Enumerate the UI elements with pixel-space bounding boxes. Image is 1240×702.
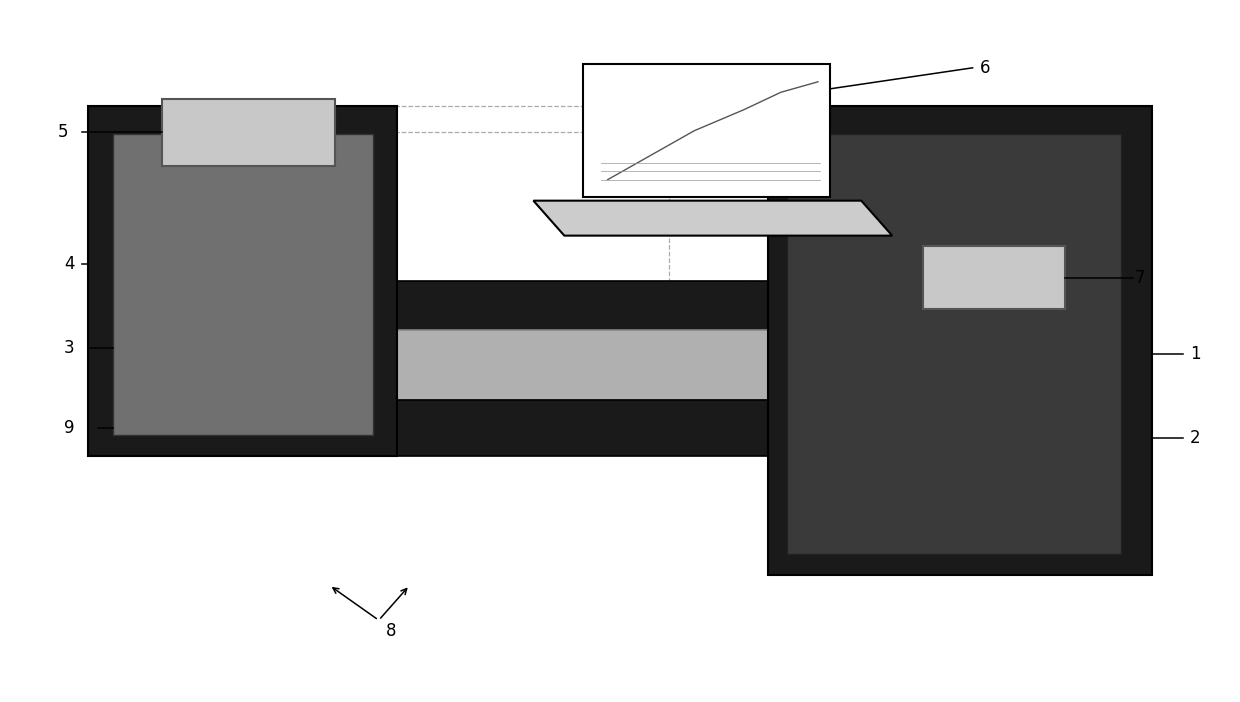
Text: 1: 1 [1190,345,1200,364]
Text: 7: 7 [1135,269,1145,286]
Text: 3: 3 [64,338,74,357]
Bar [162,99,336,166]
Polygon shape [583,65,831,197]
Polygon shape [533,201,893,236]
Bar [88,400,941,456]
Bar [113,134,372,435]
Text: 2: 2 [1190,430,1200,447]
Text: 8: 8 [386,622,397,640]
Bar [88,330,941,400]
Bar [769,106,1152,575]
Text: 6: 6 [980,59,991,77]
Bar [787,134,1121,554]
Bar [923,246,1065,309]
Bar [88,106,397,456]
Bar [88,281,941,330]
Text: 5: 5 [58,123,68,141]
Text: 4: 4 [64,255,74,272]
Text: 9: 9 [64,419,74,437]
